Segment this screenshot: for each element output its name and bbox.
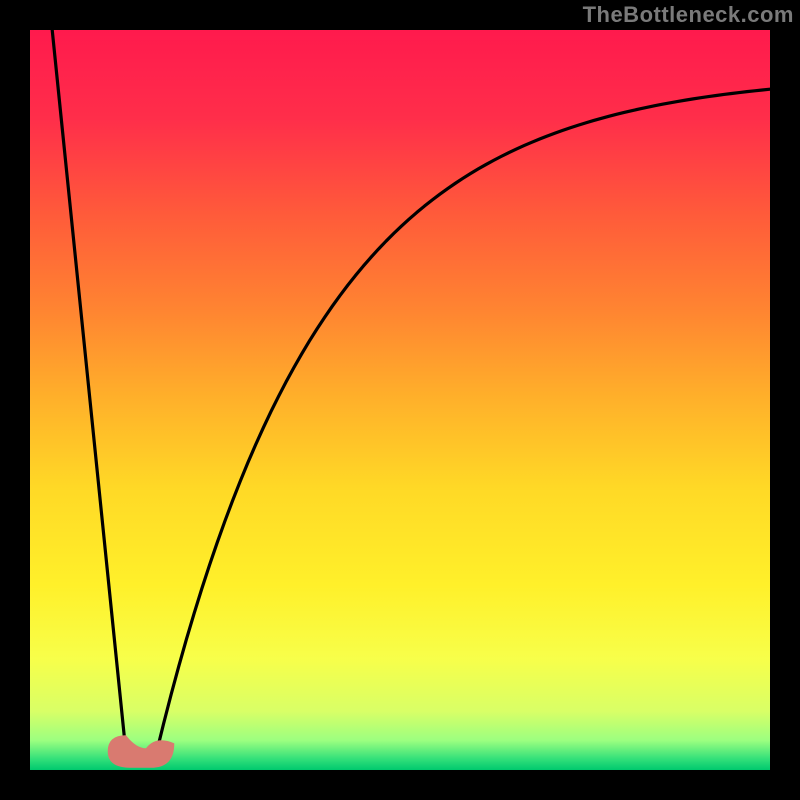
chart-canvas: TheBottleneck.com	[0, 0, 800, 800]
watermark-text: TheBottleneck.com	[583, 2, 794, 28]
plot-background	[30, 30, 770, 770]
chart-svg	[0, 0, 800, 800]
